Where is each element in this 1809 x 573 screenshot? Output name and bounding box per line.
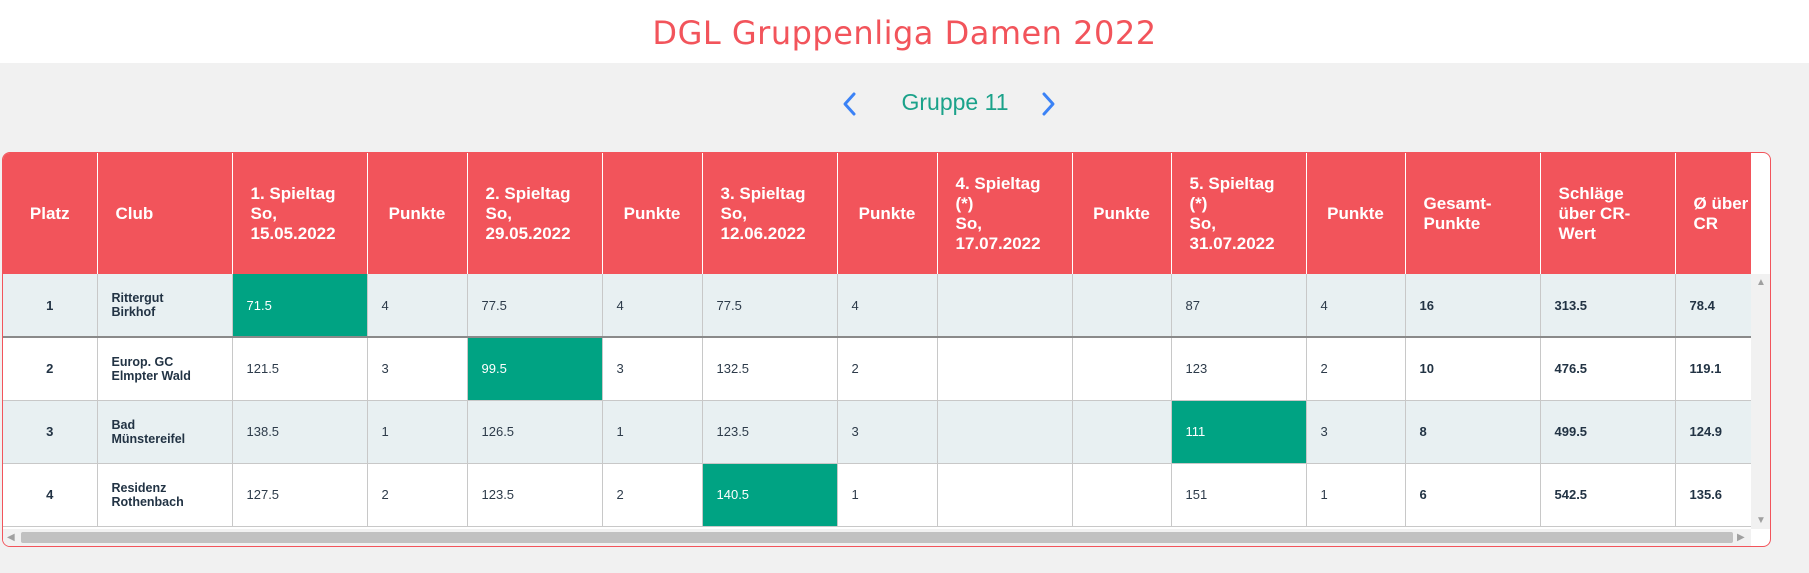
- cell-gesamt: 6: [1405, 463, 1541, 527]
- cell-punkte: 1: [367, 400, 468, 464]
- scroll-down-icon[interactable]: ▼: [1756, 515, 1766, 526]
- cell-club: Bad Münstereifel: [97, 400, 233, 464]
- cell-punkte: 2: [367, 463, 468, 527]
- header-row: Platz Club 1. Spieltag So, 15.05.2022 Pu…: [3, 153, 1751, 274]
- header-gesamt-punkte[interactable]: Gesamt- Punkte: [1405, 153, 1541, 274]
- cell-punkte: 1: [837, 463, 938, 527]
- chevron-right-icon[interactable]: [1036, 88, 1060, 120]
- vertical-scrollbar[interactable]: ▲ ▼: [1751, 274, 1770, 529]
- header-club[interactable]: Club: [97, 153, 233, 274]
- cell-avg: 124.9: [1675, 400, 1751, 464]
- table-row: 2 Europ. GC Elmpter Wald 121.5 3 99.5 3 …: [3, 337, 1751, 401]
- standings-table: Platz Club 1. Spieltag So, 15.05.2022 Pu…: [3, 153, 1751, 527]
- cell-score: [937, 463, 1073, 527]
- header-platz[interactable]: Platz: [3, 153, 98, 274]
- cell-score-best: 99.5: [467, 337, 603, 401]
- cell-schlaege: 476.5: [1540, 337, 1676, 401]
- horizontal-scroll-thumb[interactable]: [21, 532, 1733, 543]
- cell-score: 123: [1171, 337, 1307, 401]
- scroll-left-icon[interactable]: ◀: [7, 532, 15, 543]
- group-label: Gruppe 11: [901, 89, 1009, 115]
- standings-table-frame: Platz Club 1. Spieltag So, 15.05.2022 Pu…: [2, 152, 1771, 547]
- cell-punkte: [1072, 337, 1172, 401]
- table-row: 1 Rittergut Birkhof 71.5 4 77.5 4 77.5 4…: [3, 274, 1751, 338]
- cell-score-best: 111: [1171, 400, 1307, 464]
- cell-score: 126.5: [467, 400, 603, 464]
- cell-punkte: 1: [1306, 463, 1406, 527]
- cell-score: 123.5: [467, 463, 603, 527]
- cell-club: Rittergut Birkhof: [97, 274, 233, 338]
- cell-score: [937, 400, 1073, 464]
- header-punkte-2[interactable]: Punkte: [602, 153, 703, 274]
- cell-score: 151: [1171, 463, 1307, 527]
- cell-punkte: 3: [602, 337, 703, 401]
- cell-score: 87: [1171, 274, 1307, 338]
- header-punkte-4[interactable]: Punkte: [1072, 153, 1172, 274]
- cell-gesamt: 16: [1405, 274, 1541, 338]
- header-schlaege-cr[interactable]: Schläge über CR- Wert: [1540, 153, 1676, 274]
- group-navigation: Gruppe 11: [0, 84, 1809, 124]
- scroll-up-icon[interactable]: ▲: [1756, 277, 1766, 288]
- cell-platz: 1: [3, 274, 98, 338]
- cell-gesamt: 8: [1405, 400, 1541, 464]
- scroll-right-icon[interactable]: ▶: [1737, 532, 1745, 543]
- cell-punkte: 4: [837, 274, 938, 338]
- table-row: 3 Bad Münstereifel 138.5 1 126.5 1 123.5…: [3, 400, 1751, 464]
- title-bar: DGL Gruppenliga Damen 2022: [0, 0, 1809, 63]
- header-spieltag-4[interactable]: 4. Spieltag (*) So, 17.07.2022: [937, 153, 1073, 274]
- cell-score: 127.5: [232, 463, 368, 527]
- cell-punkte: 4: [1306, 274, 1406, 338]
- cell-punkte: [1072, 463, 1172, 527]
- cell-schlaege: 542.5: [1540, 463, 1676, 527]
- cell-score: [937, 274, 1073, 338]
- cell-punkte: 2: [1306, 337, 1406, 401]
- header-punkte-5[interactable]: Punkte: [1306, 153, 1406, 274]
- cell-score-best: 140.5: [702, 463, 838, 527]
- cell-score: 138.5: [232, 400, 368, 464]
- header-spieltag-2[interactable]: 2. Spieltag So, 29.05.2022: [467, 153, 603, 274]
- cell-score-best: 71.5: [232, 274, 368, 338]
- cell-schlaege: 499.5: [1540, 400, 1676, 464]
- cell-punkte: [1072, 400, 1172, 464]
- horizontal-scrollbar[interactable]: ◀ ▶: [3, 529, 1751, 546]
- cell-punkte: 2: [602, 463, 703, 527]
- header-spieltag-3[interactable]: 3. Spieltag So, 12.06.2022: [702, 153, 838, 274]
- cell-schlaege: 313.5: [1540, 274, 1676, 338]
- cell-avg: 78.4: [1675, 274, 1751, 338]
- cell-score: 77.5: [702, 274, 838, 338]
- cell-avg: 135.6: [1675, 463, 1751, 527]
- cell-punkte: 2: [837, 337, 938, 401]
- cell-gesamt: 10: [1405, 337, 1541, 401]
- cell-punkte: 3: [837, 400, 938, 464]
- cell-punkte: 3: [367, 337, 468, 401]
- cell-punkte: 4: [602, 274, 703, 338]
- table-row: 4 Residenz Rothenbach 127.5 2 123.5 2 14…: [3, 463, 1751, 527]
- header-avg-cr[interactable]: Ø über CR: [1675, 153, 1751, 274]
- cell-club: Residenz Rothenbach: [97, 463, 233, 527]
- cell-score: 77.5: [467, 274, 603, 338]
- cell-club: Europ. GC Elmpter Wald: [97, 337, 233, 401]
- cell-punkte: 3: [1306, 400, 1406, 464]
- cell-punkte: 1: [602, 400, 703, 464]
- cell-score: 132.5: [702, 337, 838, 401]
- cell-avg: 119.1: [1675, 337, 1751, 401]
- cell-punkte: [1072, 274, 1172, 338]
- header-punkte-3[interactable]: Punkte: [837, 153, 938, 274]
- table-viewport: Platz Club 1. Spieltag So, 15.05.2022 Pu…: [3, 153, 1751, 529]
- header-spieltag-1[interactable]: 1. Spieltag So, 15.05.2022: [232, 153, 368, 274]
- cell-platz: 4: [3, 463, 98, 527]
- cell-punkte: 4: [367, 274, 468, 338]
- chevron-left-icon[interactable]: [838, 88, 862, 120]
- cell-score: 123.5: [702, 400, 838, 464]
- cell-score: [937, 337, 1073, 401]
- cell-platz: 2: [3, 337, 98, 401]
- header-punkte-1[interactable]: Punkte: [367, 153, 468, 274]
- header-spieltag-5[interactable]: 5. Spieltag (*) So, 31.07.2022: [1171, 153, 1307, 274]
- page-title: DGL Gruppenliga Damen 2022: [652, 14, 1157, 52]
- cell-platz: 3: [3, 400, 98, 464]
- cell-score: 121.5: [232, 337, 368, 401]
